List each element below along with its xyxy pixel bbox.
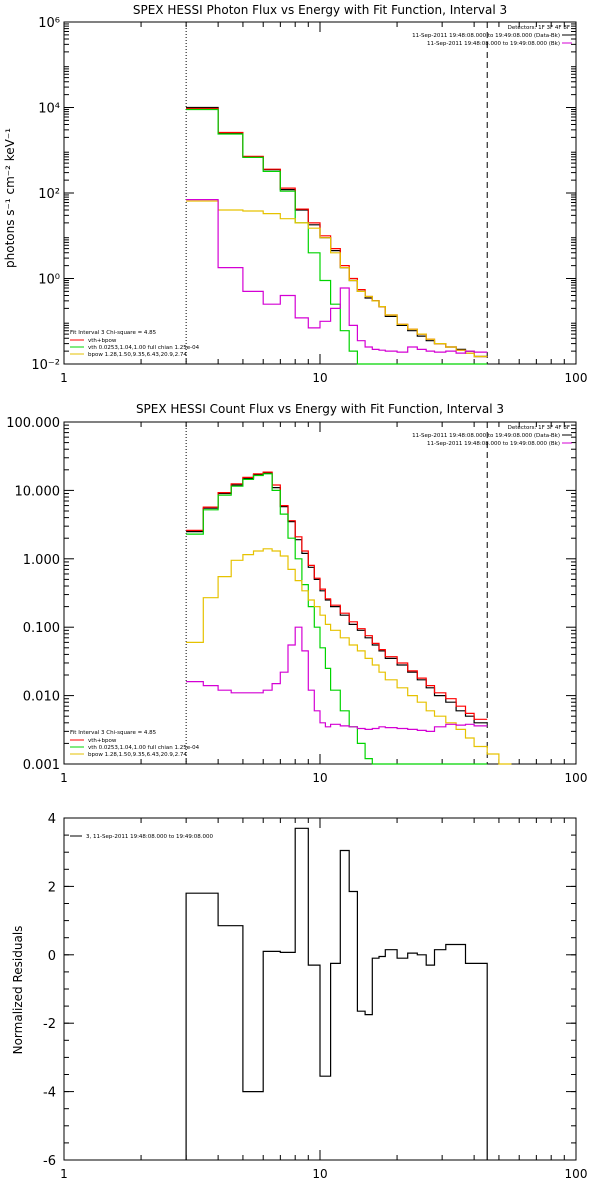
- series-line-1: [186, 471, 488, 720]
- count-flux-panel: SPEX HESSI Count Flux vs Energy with Fit…: [6, 402, 587, 785]
- photon-flux-x-ticks: 1 10 100: [60, 22, 587, 385]
- y-tick-label: -6: [43, 1154, 56, 1169]
- y-tick-label: 10⁰: [38, 273, 60, 288]
- series-line-3: [186, 200, 488, 358]
- y-tick-label: -2: [43, 1017, 56, 1032]
- x-tick-label: 100: [565, 371, 588, 385]
- photon-flux-ylabel: photons s⁻¹ cm⁻² keV⁻¹: [3, 128, 17, 268]
- legend-bpow-params: bpow 1.28,1.50,9.35,6.43,20.9,2.74: [88, 352, 187, 358]
- series-line-3: [186, 548, 512, 765]
- y-tick-label: 0.100: [23, 621, 60, 636]
- y-tick-label: 10⁻²: [31, 358, 60, 373]
- legend-data-interval: 11-Sep-2011 19:48:08.000 to 19:49:08.000…: [412, 33, 560, 39]
- legend-fit-interval: Fit Interval 3 Chi-square = 4.85: [70, 330, 157, 336]
- legend-fit-interval: Fit Interval 3 Chi-square = 4.85: [70, 730, 157, 736]
- photon-flux-title: SPEX HESSI Photon Flux vs Energy with Fi…: [133, 3, 507, 17]
- photon-flux-series: [186, 106, 488, 365]
- legend-detectors: Detectors: 1F 3F 4F 8F: [508, 25, 570, 31]
- series-line-4: [186, 199, 488, 354]
- residuals-legend: 3, 11-Sep-2011 19:48:08.000 to 19:49:08.…: [70, 834, 213, 840]
- count-flux-series: [186, 471, 512, 765]
- y-tick-label: 4: [48, 812, 56, 827]
- x-tick-label: 1: [60, 371, 68, 385]
- legend-data-interval: 11-Sep-2011 19:48:08.000 to 19:49:08.000…: [412, 433, 560, 439]
- y-tick-label: 0.010: [23, 690, 60, 705]
- y-tick-label: 100.000: [6, 416, 60, 431]
- count-flux-title: SPEX HESSI Count Flux vs Energy with Fit…: [136, 402, 504, 416]
- y-tick-label: 2: [48, 880, 56, 895]
- count-flux-fit-range-lines: [185, 422, 488, 764]
- y-tick-label: 0: [48, 949, 56, 964]
- legend-vth-params: vth 0.0253,1.04,1.00 full chian 1.25e-04: [88, 345, 200, 351]
- x-tick-label: 10: [312, 371, 327, 385]
- photon-flux-panel: SPEX HESSI Photon Flux vs Energy with Fi…: [3, 3, 587, 385]
- x-tick-label: 10: [312, 1167, 327, 1181]
- series-line-2: [186, 473, 488, 765]
- legend-total-model: vth+bpow: [88, 338, 117, 344]
- y-tick-label: -4: [43, 1086, 56, 1101]
- legend-bk-interval: 11-Sep-2011 19:48:08.000 to 19:49:08.000…: [427, 41, 560, 47]
- legend-detectors: Detectors: 1F 3F 4F 8F: [508, 425, 570, 431]
- residuals-ylabel: Normalized Residuals: [11, 926, 25, 1055]
- count-flux-x-ticks: 1 10 100: [60, 422, 587, 785]
- y-tick-label: 10.000: [15, 484, 61, 499]
- y-tick-label: 10⁶: [38, 16, 60, 31]
- count-flux-y-ticks: 0.001 0.010 0.100 1.000 10.000 100.000: [6, 416, 576, 773]
- y-tick-label: 10⁴: [38, 102, 60, 117]
- photon-flux-detector-legend: Detectors: 1F 3F 4F 8F 11-Sep-2011 19:48…: [412, 25, 572, 47]
- residuals-legend-label: 3, 11-Sep-2011 19:48:08.000 to 19:49:08.…: [86, 834, 213, 840]
- x-tick-label: 100: [565, 1167, 588, 1181]
- legend-bpow-params: bpow 1.28,1.50,9.35,6.43,20.9,2.74: [88, 752, 187, 758]
- y-tick-label: 1.000: [23, 553, 60, 568]
- photon-flux-y-ticks: 10⁻² 10⁰ 10² 10⁴ 10⁶: [31, 16, 576, 373]
- series-line-2: [186, 108, 488, 365]
- legend-vth-params: vth 0.0253,1.04,1.00 full chian 1.25e-04: [88, 745, 200, 751]
- count-flux-detector-legend: Detectors: 1F 3F 4F 8F 11-Sep-2011 19:48…: [412, 425, 572, 447]
- x-tick-label: 1: [60, 1167, 68, 1181]
- legend-total-model: vth+bpow: [88, 738, 117, 744]
- residuals-panel: Normalized Residuals 1 10 100 -6 -4 -2 0 2 4 3,…: [11, 812, 587, 1181]
- residuals-series: [185, 827, 488, 1160]
- series-line-0: [185, 827, 488, 1160]
- residuals-x-ticks: 1 10 100: [60, 818, 587, 1181]
- series-line-0: [186, 472, 488, 724]
- photon-flux-plot-frame: [63, 21, 577, 365]
- series-line-0: [186, 106, 488, 358]
- series-line-4: [186, 626, 488, 732]
- residuals-y-ticks: -6 -4 -2 0 2 4: [43, 812, 576, 1169]
- y-tick-label: 10²: [38, 187, 60, 202]
- count-flux-fit-legend: Fit Interval 3 Chi-square = 4.85 vth+bpo…: [70, 730, 200, 758]
- y-tick-label: 0.001: [23, 758, 60, 773]
- x-tick-label: 100: [565, 771, 588, 785]
- photon-flux-fit-range-lines: [185, 22, 488, 364]
- x-tick-label: 10: [312, 771, 327, 785]
- x-tick-label: 1: [60, 771, 68, 785]
- series-line-1: [186, 107, 488, 358]
- photon-flux-fit-legend: Fit Interval 3 Chi-square = 4.85 vth+bpo…: [70, 330, 200, 358]
- legend-bk-interval: 11-Sep-2011 19:48:08.000 to 19:49:08.000…: [427, 441, 560, 447]
